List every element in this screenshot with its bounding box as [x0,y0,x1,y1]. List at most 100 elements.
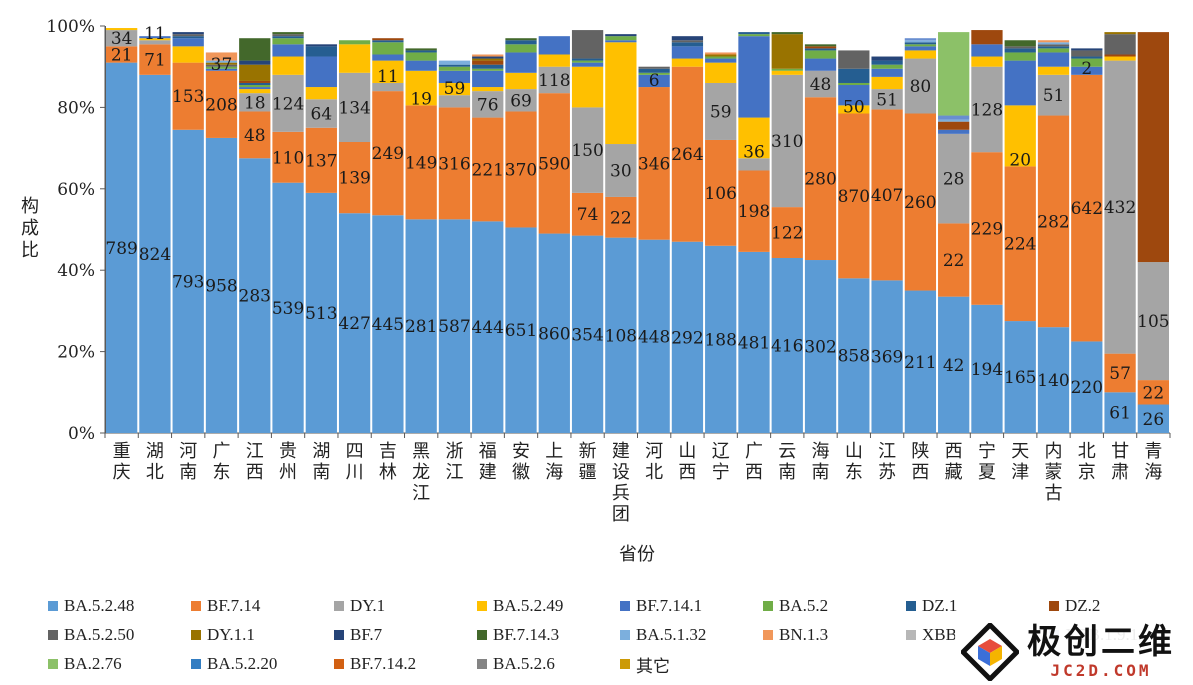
bar-segment [804,260,837,433]
bar-segment [1104,60,1136,354]
bar-segment [971,56,1003,67]
legend-label: DY.1.1 [207,625,255,644]
bar-segment [804,97,837,261]
y-axis-title-char: 构 [21,196,39,217]
bar-segment [871,60,903,65]
bar-segment [838,105,870,114]
bar-segment [938,223,970,297]
bar-segment [538,233,570,433]
x-tick-label: 内蒙古 [1045,441,1063,504]
bar-segment [738,32,770,35]
x-tick-label-char: 疆 [579,462,597,483]
bar-segment [305,99,337,128]
bar-segment [205,137,238,434]
bar-segment [771,74,803,208]
bar-segment [738,170,770,252]
y-tick-label: 100% [46,17,95,37]
bar-data-label: 128 [971,100,1003,120]
x-tick-label-char: 苏 [878,462,896,483]
bar-segment [871,89,903,110]
bar-segment [971,30,1003,45]
bar-segment [904,40,937,43]
x-tick-label: 四川 [346,441,364,483]
legend-swatch [477,601,487,611]
bar-segment [239,60,271,65]
x-tick-label-char: 林 [379,462,397,483]
bar-segment [1071,74,1103,342]
bar-data-label: 69 [510,91,532,111]
bar-data-label: 590 [538,154,570,174]
bar-segment [405,48,437,51]
bar-segment [372,91,404,216]
bar-segment [1071,48,1103,51]
bar-segment [871,68,903,77]
bar-segment [871,64,903,69]
bar-segment [1104,353,1136,393]
bar-data-label: 448 [638,327,670,347]
x-tick-label-char: 天 [1011,441,1029,462]
bar-data-label: 11 [377,67,399,87]
bar-segment [1037,46,1070,49]
legend-item: XBB [906,623,1049,647]
bar-segment [338,44,371,73]
bar-segment [272,32,304,35]
bar-segment [971,44,1003,57]
bar-segment [804,50,837,59]
bar-segment [571,60,604,63]
bar-segment [1004,52,1036,61]
x-tick-label: 贵州 [279,441,297,483]
x-tick-label-char: 津 [1011,462,1029,483]
x-tick-label-char: 南 [778,462,796,483]
bar-segment [438,107,471,220]
x-tick-label: 山东 [845,441,863,483]
bar-segment [1037,74,1070,116]
bar-segment [372,38,404,41]
bar-segment [738,36,770,118]
x-tick-label: 广西 [745,441,763,483]
x-tick-label-char: 山 [678,441,696,462]
legend-swatch [191,601,201,611]
legend-label: BA.5.2.20 [207,654,278,673]
bar-data-label: 310 [771,132,803,152]
bar-segment [405,60,437,71]
bar-segment [172,34,204,37]
bar-data-label: 61 [1109,404,1131,424]
x-tick-label-char: 庆 [113,462,131,483]
bar-data-label: 587 [438,317,470,337]
bar-data-label: 445 [372,315,404,335]
bar-segment [1104,54,1136,57]
x-tick-label-char: 山 [845,441,863,462]
bar-data-label: 36 [743,142,765,162]
bar-segment [372,215,404,433]
bar-segment [605,237,637,433]
bar-segment [106,62,138,433]
bar-segment [139,74,171,433]
bar-data-label: 481 [738,333,770,353]
bar-segment [638,74,670,88]
bars [106,28,1169,434]
bar-segment [671,36,704,41]
bar-segment [472,56,504,59]
bar-data-label: 165 [1004,368,1036,388]
watermark: 极创二维 JC2D.COM [955,619,1183,681]
bar-data-label: 50 [843,98,865,118]
x-tick-label: 安徽 [512,441,530,483]
bar-data-label: 19 [410,89,432,109]
x-tick-label: 辽宁 [712,441,730,483]
bar-segment [472,54,504,57]
x-tick-label-char: 河 [179,441,197,462]
bar-data-label: 316 [438,154,470,174]
stacked-bar-chart: 0%20%40%60%80%100% 789213482471117931539… [21,17,1171,565]
x-tick-label-char: 内 [1045,441,1063,462]
bar-data-label: 74 [577,205,599,225]
bar-data-label: 48 [244,126,266,146]
x-tick-label-char: 西 [745,462,763,483]
bar-data-label: 211 [904,353,936,373]
x-tick-label-char: 四 [346,441,364,462]
x-tick-label-char: 建 [612,441,630,462]
legend-label: BA.5.2 [779,596,829,615]
bar-segment [671,46,704,59]
x-tick-label: 青海 [1144,441,1162,483]
bar-segment [472,91,504,118]
x-axis-labels: 重庆湖北河南广东江西贵州湖南四川吉林黑龙江浙江福建安徽上海新疆建设兵团河北山西辽… [113,441,1163,525]
